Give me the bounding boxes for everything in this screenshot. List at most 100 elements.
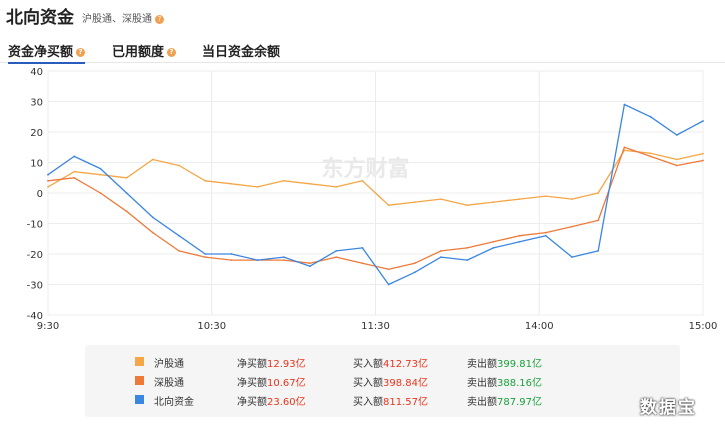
tab-net-buy[interactable]: 资金净买额? (8, 41, 86, 64)
data-point (99, 192, 102, 194)
data-point (675, 158, 678, 161)
y-tick-label: -10 (27, 220, 43, 231)
data-point (387, 204, 390, 207)
data-point (544, 195, 547, 198)
data-point (597, 219, 600, 222)
data-point (413, 262, 416, 265)
data-point (466, 259, 469, 261)
corner-logo: 数据宝 (640, 398, 697, 418)
y-tick-label: -30 (27, 281, 43, 292)
data-point (571, 225, 573, 228)
data-point (73, 155, 76, 158)
data-point (125, 210, 128, 213)
y-tick-label: -40 (27, 311, 43, 322)
data-point (571, 256, 573, 258)
data-point (597, 250, 600, 252)
data-point (47, 186, 49, 188)
data-point (99, 167, 102, 170)
legend-swatch (135, 357, 144, 366)
net-buy-value: 23.60亿 (267, 397, 306, 408)
data-point (99, 173, 102, 176)
legend-swatch (135, 376, 144, 385)
data-point (335, 256, 338, 258)
data-point (230, 259, 233, 261)
x-tick-label: 10:30 (197, 321, 226, 332)
data-point (230, 253, 233, 255)
tab-daily-balance[interactable]: 当日资金余额 (202, 45, 281, 60)
buy-value: 811.57亿 (383, 397, 428, 408)
data-point (387, 283, 390, 286)
data-point (413, 201, 416, 204)
data-point (256, 259, 259, 261)
data-point (178, 250, 180, 252)
series-line-2 (47, 103, 704, 286)
net-buy-value: 10.67亿 (267, 378, 306, 389)
x-tick-label: 11:30 (361, 321, 390, 332)
help-icon[interactable]: ? (155, 14, 164, 24)
x-tick-label: 9:30 (37, 321, 59, 332)
data-point (309, 182, 311, 185)
data-point (335, 186, 338, 188)
data-point (73, 170, 76, 173)
data-point (675, 134, 678, 136)
data-point (151, 231, 154, 234)
data-point (361, 179, 364, 182)
legend-swatch (135, 395, 144, 404)
net-buy-value: 12.93亿 (267, 359, 306, 370)
data-point (440, 250, 442, 252)
data-point (230, 182, 233, 185)
data-point (649, 152, 652, 155)
data-point (361, 247, 364, 249)
help-icon[interactable]: ? (76, 48, 86, 57)
data-point (413, 271, 416, 274)
data-point (47, 173, 49, 176)
sell-value: 399.81亿 (497, 359, 542, 370)
tab-bar: 资金净买额? 已用额度? 当日资金余额 (0, 38, 725, 64)
data-point (256, 186, 259, 188)
data-point (518, 234, 521, 237)
data-point (649, 115, 652, 118)
legend-name: 北向资金 (154, 397, 194, 408)
legend-row-sz: 深股通 净买额10.67亿 买入额398.84亿 卖出额388.16亿 (85, 372, 680, 390)
data-point (309, 262, 311, 265)
data-point (204, 253, 207, 255)
data-point (361, 262, 364, 265)
help-icon[interactable]: ? (167, 48, 177, 57)
sell-value: 787.97亿 (497, 397, 542, 408)
tab-used-quota[interactable]: 已用额度? (112, 41, 177, 60)
data-point (466, 247, 469, 249)
buy-value: 398.84亿 (383, 378, 428, 389)
page-title: 北向资金 (6, 8, 74, 28)
y-tick-label: 0 (37, 189, 43, 200)
page-subtitle: 沪股通、深股通? (82, 10, 164, 25)
buy-value: 412.73亿 (383, 359, 428, 370)
data-point (125, 176, 128, 179)
y-tick-label: 30 (30, 98, 43, 109)
data-point (675, 164, 678, 167)
line-chart: 40 30 20 10 0 -10 -20 -30 -409:30 10:30 11:30 14:00… (27, 67, 718, 332)
data-point (466, 204, 469, 207)
data-point (335, 250, 338, 252)
data-point (649, 155, 652, 158)
data-point (125, 192, 128, 194)
data-point (47, 179, 49, 182)
sell-value: 388.16亿 (497, 378, 542, 389)
watermark: 东方财富 (321, 156, 409, 182)
data-point (73, 176, 76, 179)
y-tick-label: 20 (30, 128, 43, 139)
data-point (151, 216, 154, 219)
data-point (204, 256, 207, 258)
series-line-0 (47, 149, 704, 206)
data-point (178, 164, 180, 167)
data-point (492, 240, 495, 243)
data-point (440, 198, 442, 201)
y-tick-label: 40 (30, 67, 43, 78)
legend-row-sh: 沪股通 净买额12.93亿 买入额412.73亿 卖出额399.81亿 (85, 353, 680, 371)
data-point (204, 179, 207, 182)
data-point (544, 231, 547, 234)
x-tick-label: 15:00 (689, 321, 718, 332)
data-point (282, 179, 285, 182)
data-point (518, 240, 521, 243)
data-point (544, 234, 547, 237)
y-tick-label: 10 (30, 159, 43, 170)
